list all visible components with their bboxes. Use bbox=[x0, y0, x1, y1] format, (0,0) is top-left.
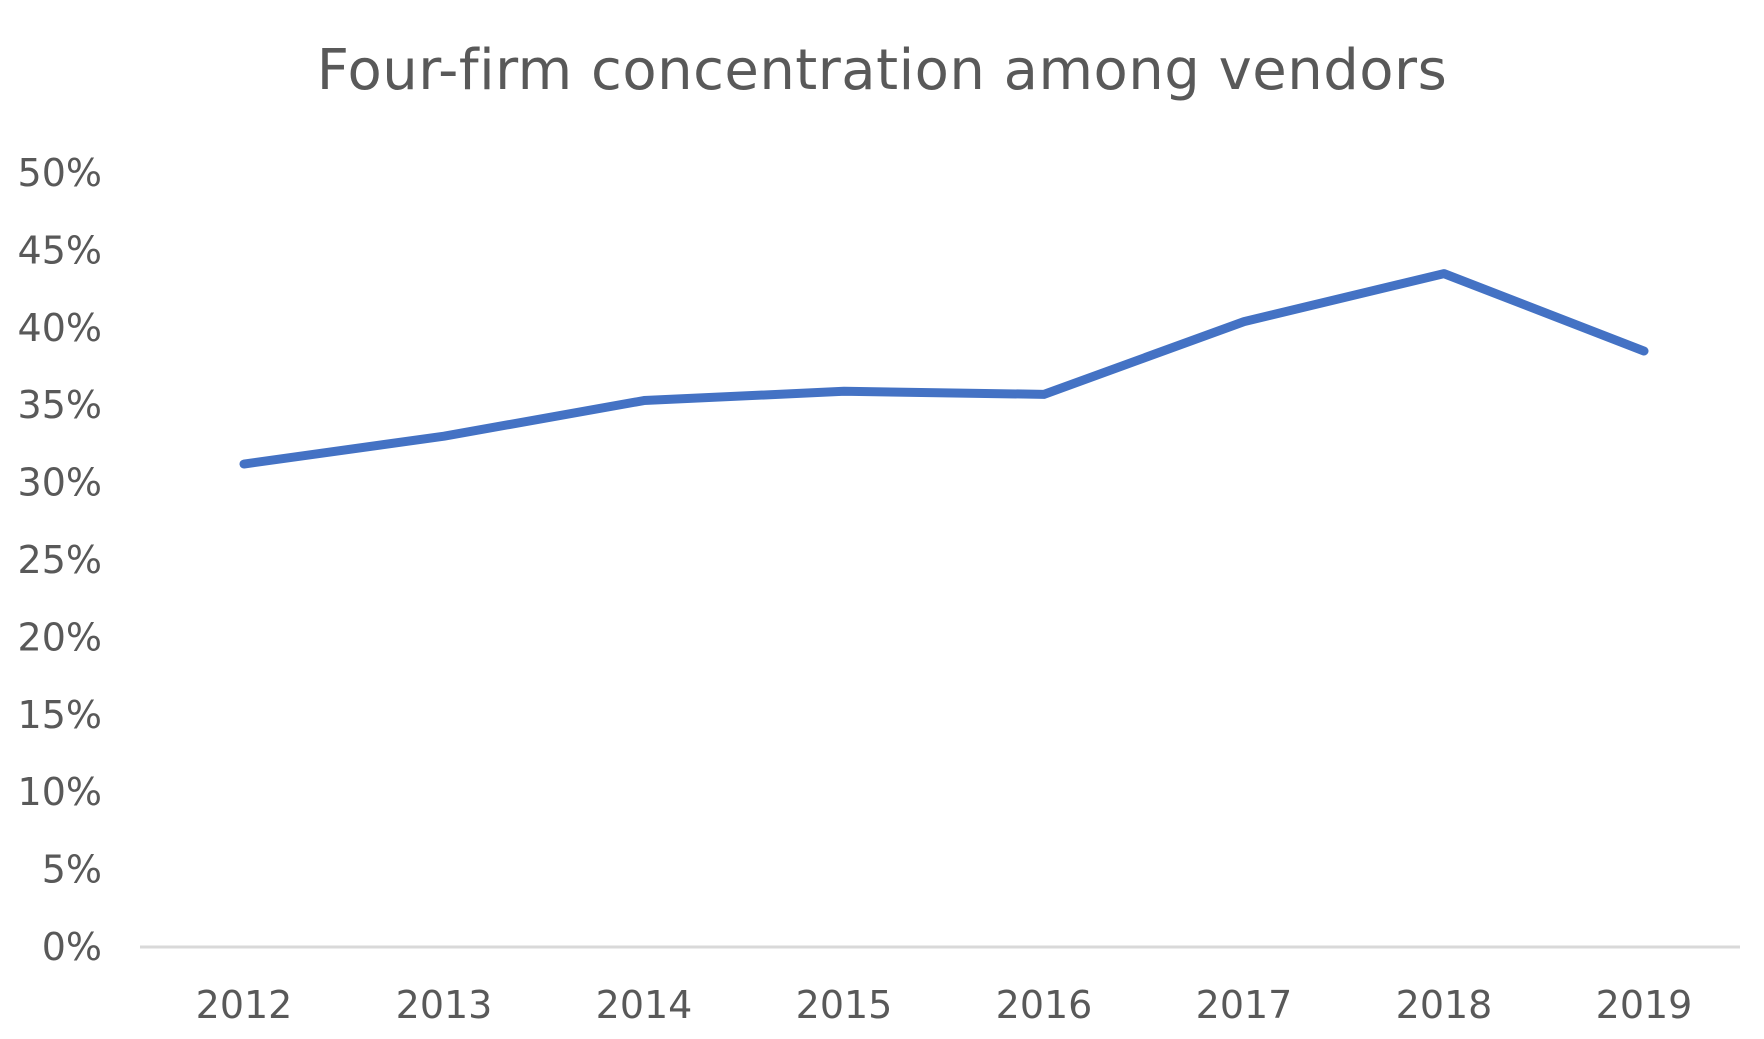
x-tick-label: 2015 bbox=[796, 983, 893, 1027]
x-tick-label: 2019 bbox=[1596, 983, 1693, 1027]
y-tick-label: 10% bbox=[18, 770, 102, 814]
series-line bbox=[239, 269, 1649, 469]
x-tick-label: 2014 bbox=[596, 983, 693, 1027]
x-tick-label: 2016 bbox=[996, 983, 1093, 1027]
x-tick-label: 2018 bbox=[1396, 983, 1493, 1027]
chart-title: Four-firm concentration among vendors bbox=[316, 38, 1448, 103]
y-tick-label: 20% bbox=[18, 615, 102, 659]
x-tick-label: 2012 bbox=[196, 983, 293, 1027]
x-tick-label: 2017 bbox=[1196, 983, 1293, 1027]
y-tick-label: 25% bbox=[18, 538, 102, 582]
y-tick-label: 15% bbox=[18, 693, 102, 737]
y-tick-label: 5% bbox=[42, 848, 102, 892]
y-tick-label: 40% bbox=[18, 306, 102, 350]
y-tick-label: 30% bbox=[18, 461, 102, 505]
y-tick-label: 50% bbox=[18, 151, 102, 195]
y-tick-label: 0% bbox=[42, 925, 102, 969]
y-tick-label: 45% bbox=[18, 228, 102, 272]
x-tick-label: 2013 bbox=[396, 983, 493, 1027]
y-tick-label: 35% bbox=[18, 383, 102, 427]
